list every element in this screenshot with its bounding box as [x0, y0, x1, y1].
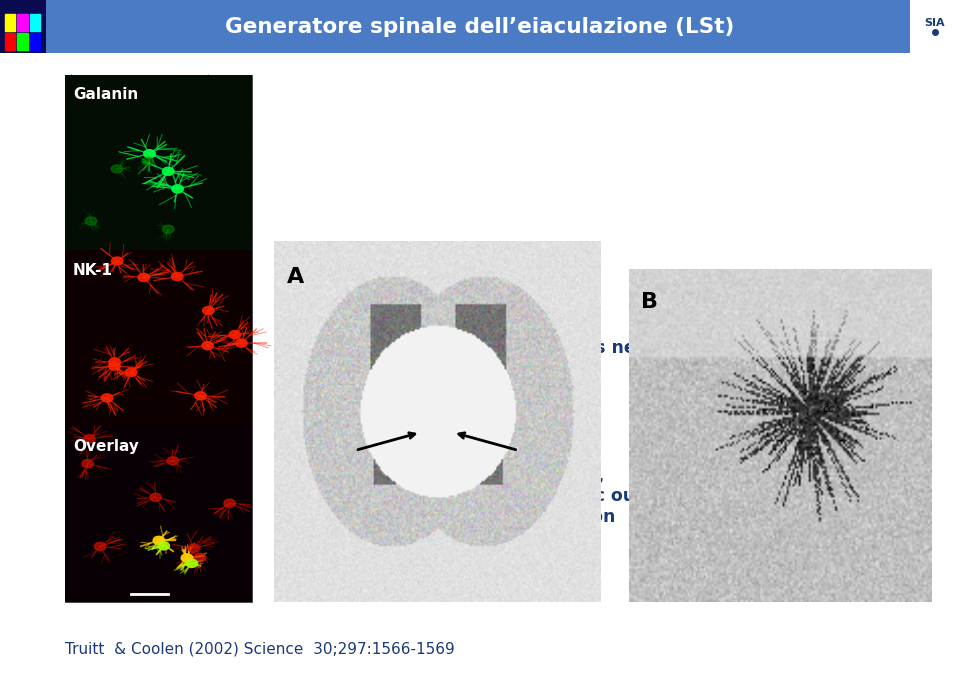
Circle shape: [108, 358, 120, 366]
Circle shape: [235, 339, 247, 347]
FancyBboxPatch shape: [65, 250, 252, 426]
Circle shape: [181, 554, 193, 562]
FancyBboxPatch shape: [0, 0, 46, 53]
FancyBboxPatch shape: [65, 426, 252, 602]
Circle shape: [82, 460, 93, 468]
Text: •: •: [293, 345, 306, 365]
Text: Integrates the sensory inputs necessary to: Integrates the sensory inputs necessary …: [314, 339, 736, 357]
Text: cc: cc: [823, 403, 834, 413]
Circle shape: [125, 368, 136, 376]
Bar: [5, 14, 15, 31]
Circle shape: [224, 499, 235, 507]
Text: •: •: [293, 474, 306, 494]
Circle shape: [172, 185, 183, 193]
Circle shape: [138, 273, 150, 282]
FancyBboxPatch shape: [65, 75, 252, 602]
FancyBboxPatch shape: [46, 0, 910, 53]
Circle shape: [111, 257, 123, 265]
Circle shape: [144, 150, 156, 158]
Circle shape: [162, 167, 174, 175]
Circle shape: [229, 330, 241, 339]
Circle shape: [85, 217, 97, 225]
Bar: [5, 33, 15, 50]
Text: Truitt  & Coolen (2002) Science  30;297:1566-1569: Truitt & Coolen (2002) Science 30;297:15…: [65, 642, 455, 657]
Circle shape: [108, 362, 120, 370]
Circle shape: [172, 273, 183, 281]
Text: Coordinates the sympathetic,: Coordinates the sympathetic,: [314, 467, 604, 485]
Circle shape: [154, 537, 165, 545]
Text: induce emission and expulsion: induce emission and expulsion: [314, 508, 615, 526]
Text: B: B: [641, 292, 658, 312]
Text: Generatore spinale dell’eiaculazione (LSt): Generatore spinale dell’eiaculazione (LS…: [226, 16, 734, 37]
Text: NK-1: NK-1: [73, 262, 113, 277]
Text: trigger ejaculation: trigger ejaculation: [314, 360, 496, 377]
Circle shape: [195, 554, 206, 562]
Text: A: A: [287, 267, 304, 287]
Circle shape: [94, 543, 106, 551]
Circle shape: [188, 544, 200, 552]
Text: Overlay: Overlay: [73, 439, 139, 454]
Bar: [30, 33, 40, 50]
Text: parasympathetic and somatic outflow to: parasympathetic and somatic outflow to: [314, 488, 711, 505]
Circle shape: [84, 435, 95, 443]
Circle shape: [195, 392, 206, 400]
FancyBboxPatch shape: [910, 0, 960, 53]
Text: Galanin: Galanin: [73, 87, 138, 102]
Circle shape: [142, 157, 154, 165]
Circle shape: [203, 307, 214, 315]
Circle shape: [167, 457, 179, 465]
Circle shape: [157, 542, 169, 550]
Bar: [30, 14, 40, 31]
Circle shape: [186, 559, 198, 567]
FancyBboxPatch shape: [65, 75, 252, 250]
Circle shape: [111, 165, 123, 173]
Circle shape: [202, 341, 213, 350]
Bar: [17, 14, 28, 31]
Text: SIA: SIA: [924, 18, 946, 28]
Circle shape: [101, 394, 112, 402]
Circle shape: [150, 493, 161, 501]
Circle shape: [162, 225, 174, 233]
Bar: [17, 33, 28, 50]
